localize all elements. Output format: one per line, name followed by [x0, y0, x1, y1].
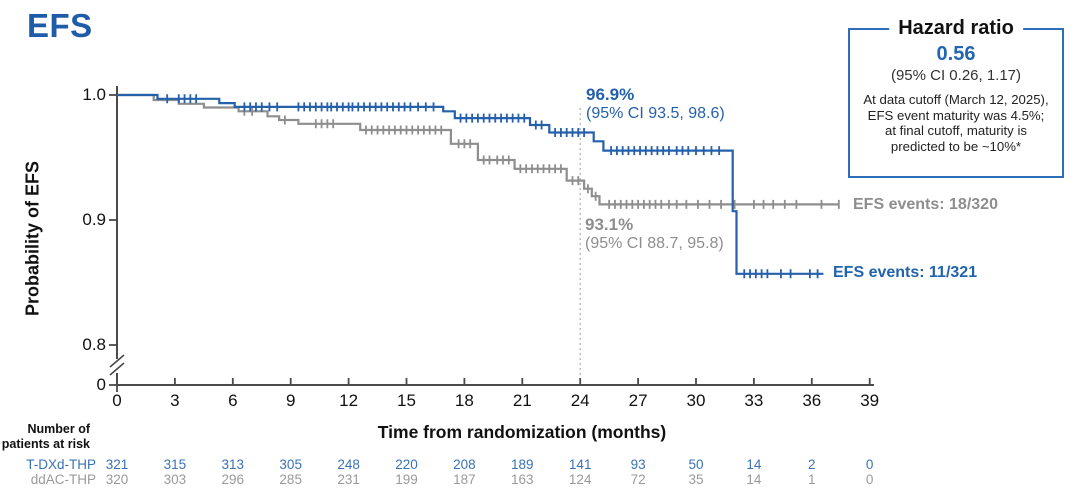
x-tick-label: 15: [397, 391, 416, 410]
at-risk-value: 208: [453, 457, 476, 472]
page-title: EFS: [27, 7, 93, 44]
at-risk-value: 1: [808, 472, 816, 487]
note-line: at final cutoff, maturity is: [885, 123, 1027, 139]
y-tick-label: 0: [96, 375, 106, 394]
at-risk-value: 141: [568, 457, 592, 472]
at-risk-value: 321: [105, 457, 129, 472]
ddac-events-label: EFS events: 18/320: [853, 196, 998, 213]
at-risk-value: 2: [808, 457, 816, 472]
ddac-24mo-estimate: 93.1%: [585, 215, 634, 234]
at-risk-value: 305: [279, 457, 302, 472]
hazard-ratio-note: At data cutoff (March 12, 2025), EFS eve…: [850, 92, 1062, 154]
x-tick-label: 24: [570, 391, 590, 410]
note-line: predicted to be ~10%*: [890, 138, 1022, 154]
hazard-ratio-value: 0.56: [936, 43, 976, 65]
at-risk-value: 248: [337, 457, 360, 472]
x-tick-label: 30: [686, 391, 706, 410]
at-risk-header-line: patients at risk: [1, 436, 90, 451]
hazard-ratio-title: Hazard ratio: [889, 17, 1023, 40]
at-risk-value: 189: [511, 457, 534, 472]
x-tick-label: 33: [744, 391, 764, 410]
tdxd-24mo-ci: (95% CI 93.5, 98.6): [586, 105, 725, 122]
axis-break-slash: [109, 362, 125, 376]
at-risk-value: 285: [279, 472, 302, 487]
y-axis-label: Probability of EFS: [22, 161, 43, 317]
tdxd-events-label: EFS events: 11/321: [833, 264, 978, 281]
x-tick-label: 27: [628, 391, 648, 410]
y-tick-label: 0.9: [82, 210, 106, 229]
at-risk-value: 163: [511, 472, 534, 487]
at-risk-value: 72: [630, 472, 646, 487]
at-risk-value: 14: [746, 472, 762, 487]
at-risk-value: 14: [746, 457, 762, 472]
at-risk-value: 296: [221, 472, 245, 487]
note-line: At data cutoff (March 12, 2025),: [863, 92, 1049, 107]
km-curve-ddAC-THP: [117, 93, 839, 206]
at-risk-value: 313: [221, 457, 245, 472]
at-risk-row-label: T-DXd-THP: [26, 457, 96, 472]
tdxd-24mo-estimate: 96.9%: [586, 85, 635, 104]
x-tick-label: 36: [802, 391, 822, 410]
axis-break-slash: [109, 354, 125, 368]
at-risk-value: 0: [865, 472, 874, 487]
at-risk-value: 93: [630, 457, 646, 472]
x-tick-label: 12: [339, 391, 359, 410]
x-tick-label: 0: [112, 391, 122, 410]
at-risk-value: 187: [453, 472, 476, 487]
at-risk-header-line: Number of: [27, 422, 91, 436]
x-tick-label: 18: [454, 391, 474, 410]
axis-break-gap: [113, 359, 121, 373]
at-risk-header: Number of patients at risk: [0, 422, 90, 451]
at-risk-row-label: ddAC-THP: [30, 472, 96, 487]
at-risk-value: 199: [395, 472, 418, 487]
at-risk-value: 320: [105, 472, 129, 487]
at-risk-value: 315: [163, 457, 187, 472]
x-tick-label: 9: [285, 391, 296, 410]
x-axis-label: Time from randomization (months): [377, 422, 667, 442]
y-tick-label: 0.8: [82, 335, 106, 354]
at-risk-value: 50: [688, 457, 704, 472]
x-tick-label: 6: [228, 391, 238, 410]
y-tick-label: 1.0: [82, 85, 106, 104]
hazard-ratio-box: Hazard ratio 0.56 (95% CI 0.26, 1.17) At…: [848, 17, 1064, 178]
hazard-ratio-ci: (95% CI 0.26, 1.17): [890, 67, 1022, 84]
at-risk-value: 35: [688, 472, 704, 487]
x-tick-label: 39: [860, 391, 880, 410]
x-tick-label: 3: [170, 391, 180, 410]
at-risk-value: 124: [568, 472, 592, 487]
at-risk-value: 0: [865, 457, 874, 472]
at-risk-value: 220: [395, 457, 418, 472]
at-risk-value: 303: [163, 472, 187, 487]
km-curve-T-DXd-THP: [117, 93, 824, 275]
at-risk-value: 231: [337, 472, 360, 487]
ddac-24mo-ci: (95% CI 88.7, 95.8): [585, 235, 724, 252]
x-tick-label: 21: [512, 391, 532, 410]
note-line: EFS event maturity was 4.5%;: [867, 107, 1045, 123]
